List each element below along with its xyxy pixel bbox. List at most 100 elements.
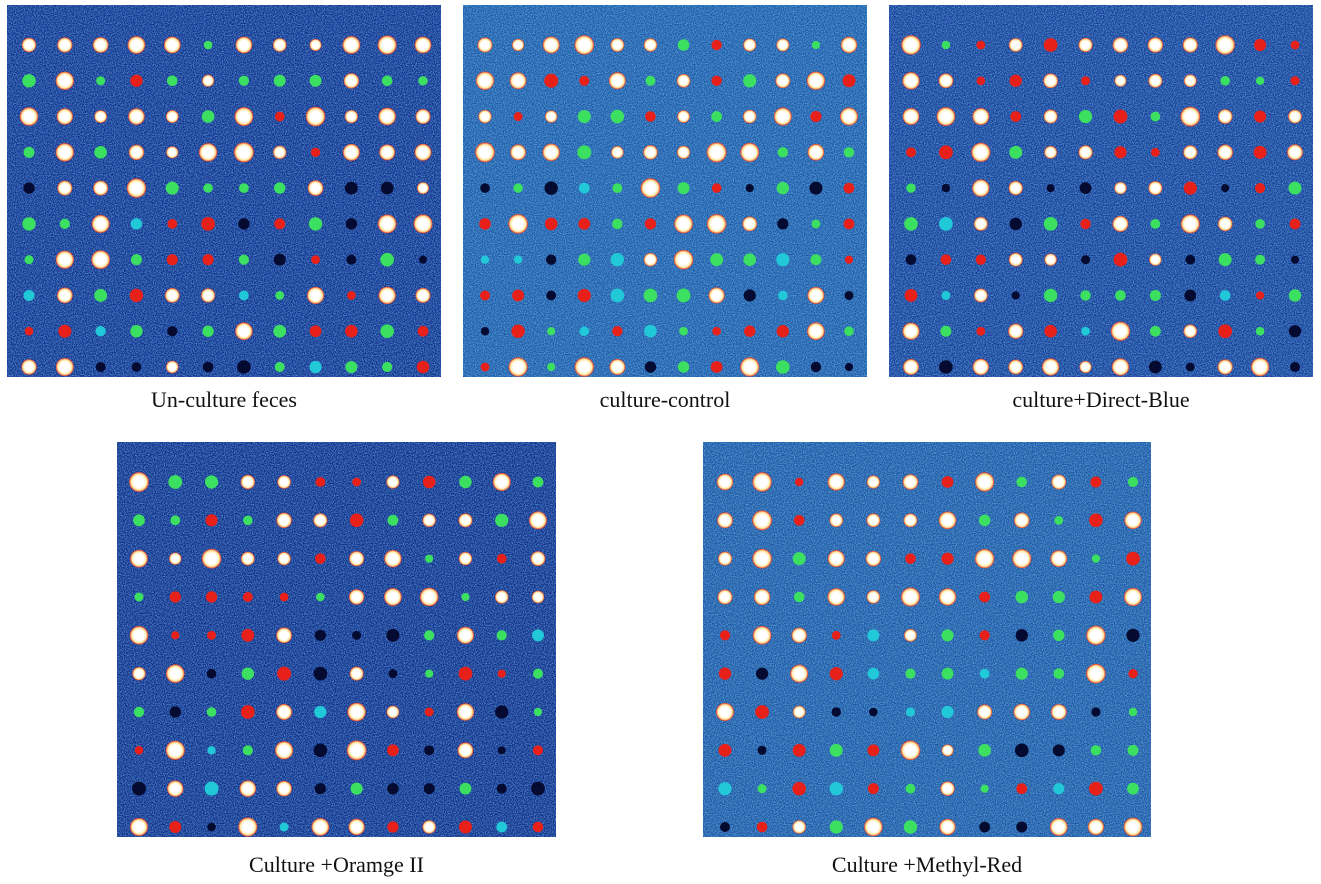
spot xyxy=(344,73,359,88)
spot xyxy=(976,254,986,264)
spot xyxy=(424,630,434,640)
spot xyxy=(1114,182,1126,194)
spot xyxy=(937,107,956,126)
spot xyxy=(347,703,366,722)
spot xyxy=(754,589,770,605)
spot xyxy=(203,362,214,373)
spot xyxy=(241,705,255,719)
spot xyxy=(314,744,328,758)
spot xyxy=(423,476,436,489)
spot xyxy=(866,513,880,527)
spot xyxy=(510,144,526,160)
spot xyxy=(677,146,690,159)
spot xyxy=(313,513,327,527)
spot xyxy=(843,74,856,87)
spot xyxy=(977,705,992,720)
spot xyxy=(977,76,986,85)
spot xyxy=(610,38,624,52)
spot xyxy=(378,108,396,126)
spot xyxy=(168,475,182,489)
spot xyxy=(978,744,991,757)
spot xyxy=(777,182,789,194)
spot xyxy=(418,76,427,85)
spot xyxy=(740,143,759,162)
spot xyxy=(202,326,213,337)
spot xyxy=(480,183,490,193)
spot xyxy=(1151,148,1160,157)
spot xyxy=(25,327,34,336)
spot xyxy=(674,214,693,233)
spot xyxy=(531,551,546,566)
spot xyxy=(170,706,181,717)
spot xyxy=(830,744,843,757)
spot xyxy=(496,822,507,833)
spot xyxy=(93,37,109,53)
spot xyxy=(458,513,472,527)
spot xyxy=(1218,359,1233,374)
spot xyxy=(718,552,732,566)
spot xyxy=(641,178,661,198)
spot xyxy=(609,359,625,375)
spot xyxy=(346,218,357,229)
spot xyxy=(677,289,691,303)
spot xyxy=(316,593,325,602)
spot xyxy=(495,705,508,718)
spot xyxy=(458,742,474,758)
spot xyxy=(457,703,474,720)
spot xyxy=(311,818,329,836)
spot xyxy=(795,478,803,486)
spot xyxy=(199,143,217,161)
spot xyxy=(237,360,251,374)
spot xyxy=(904,217,918,231)
spot xyxy=(1088,819,1104,835)
spot xyxy=(674,250,694,270)
image-noise xyxy=(463,5,867,377)
spot xyxy=(94,146,107,159)
spot xyxy=(577,145,591,159)
spot xyxy=(611,253,624,266)
spot xyxy=(276,513,291,528)
spot xyxy=(1128,669,1137,678)
spot xyxy=(513,183,522,192)
microarray-image xyxy=(703,442,1151,837)
spot xyxy=(1180,107,1200,127)
spot xyxy=(902,72,919,89)
spot xyxy=(1053,630,1064,641)
spot xyxy=(417,182,429,194)
spot xyxy=(678,182,690,194)
spot xyxy=(1086,664,1106,684)
spot xyxy=(91,250,110,269)
spot xyxy=(275,362,285,372)
spot xyxy=(1124,588,1142,606)
spot xyxy=(844,326,854,336)
spot xyxy=(508,214,528,234)
spot xyxy=(678,361,689,372)
spot xyxy=(709,287,725,303)
spot xyxy=(1289,289,1301,301)
spot xyxy=(752,472,771,491)
spot xyxy=(941,706,953,718)
spot xyxy=(311,255,320,264)
spot xyxy=(350,667,364,681)
spot xyxy=(476,72,494,90)
spot xyxy=(243,516,253,526)
spot xyxy=(1054,516,1063,525)
spot xyxy=(238,218,249,229)
spot xyxy=(1289,182,1302,195)
spot xyxy=(170,515,180,525)
spot xyxy=(25,255,34,264)
spot xyxy=(347,740,367,760)
spot xyxy=(277,475,291,489)
spot xyxy=(384,588,402,606)
spot xyxy=(128,108,145,125)
spot xyxy=(1050,550,1067,567)
spot xyxy=(56,251,74,269)
spot xyxy=(1111,322,1130,341)
spot xyxy=(1054,668,1065,679)
spot xyxy=(720,630,730,640)
spot xyxy=(273,325,286,338)
spot xyxy=(345,182,358,195)
spot xyxy=(309,217,322,230)
spot xyxy=(497,554,507,564)
spot xyxy=(753,626,772,645)
